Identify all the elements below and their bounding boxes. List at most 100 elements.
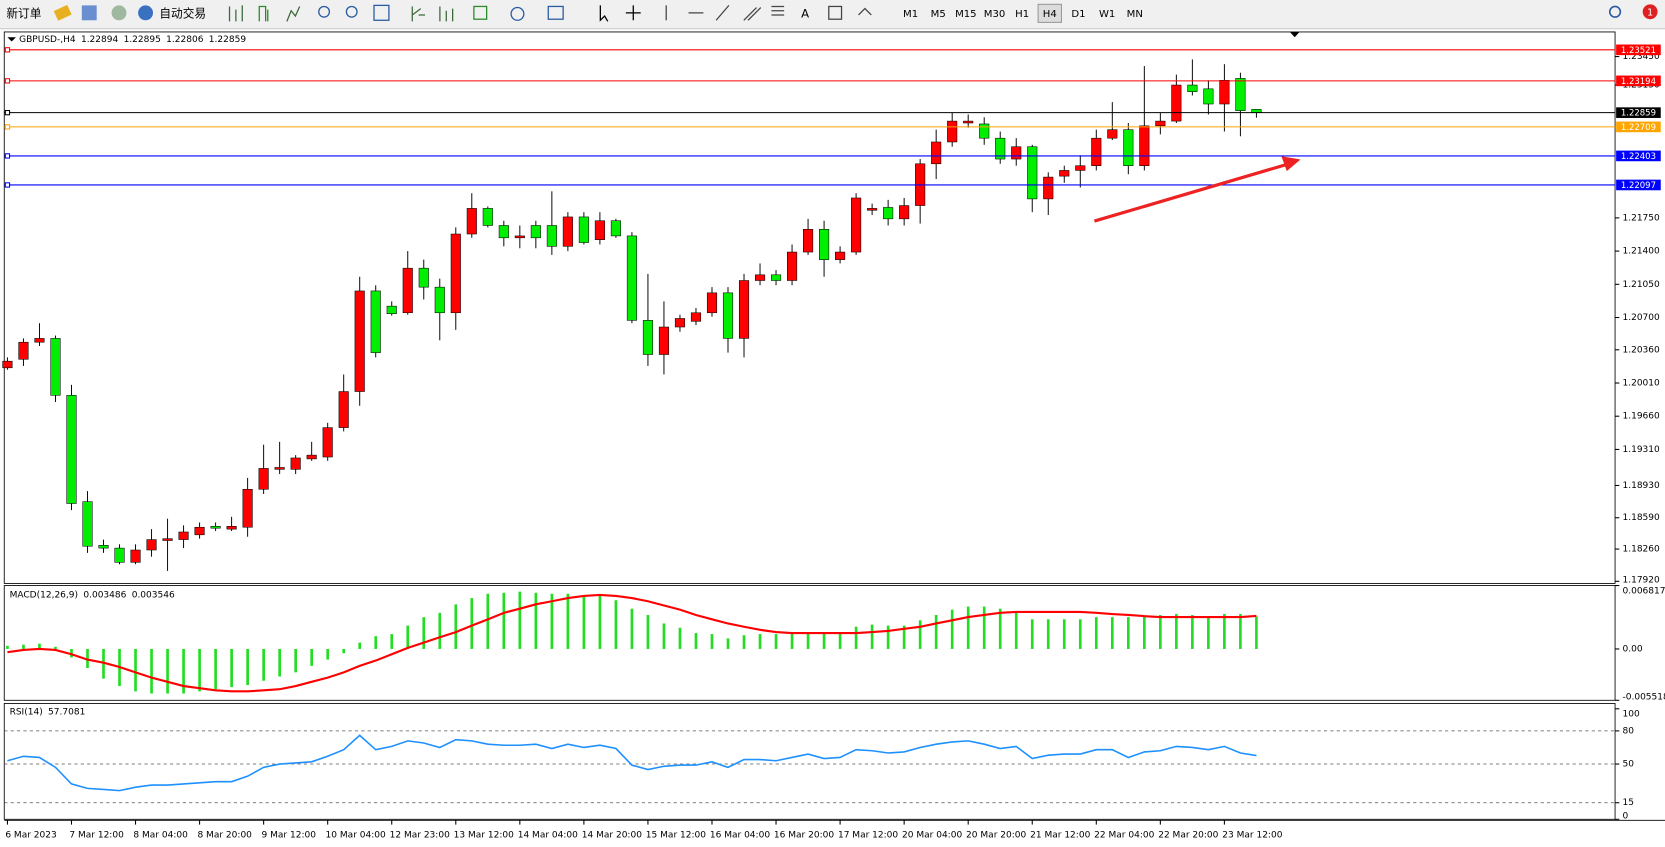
icon[interactable] — [411, 6, 426, 22]
macd-bar — [134, 648, 137, 692]
chart-tools[interactable] — [228, 4, 872, 22]
icon[interactable] — [858, 7, 872, 16]
candle-body — [738, 280, 750, 339]
candle-body — [1011, 146, 1022, 160]
chart-header: RSI(14) — [10, 707, 43, 717]
icon[interactable] — [345, 5, 358, 18]
x-tick-label: 14 Mar 04:00 — [518, 831, 578, 841]
level-label-bg — [1616, 75, 1661, 87]
candle-body — [1059, 170, 1070, 177]
timeframe-button[interactable]: W1 — [1099, 9, 1115, 20]
candle-body — [290, 457, 301, 470]
icon[interactable] — [228, 5, 243, 22]
macd-panel — [3, 585, 1616, 701]
timeframe-button[interactable]: M5 — [931, 9, 946, 20]
active-timeframe — [1037, 3, 1063, 23]
macd-bar — [454, 604, 458, 649]
icon[interactable] — [258, 5, 269, 22]
auto-trading-button[interactable]: 自动交易 — [159, 6, 206, 20]
candle-body — [706, 292, 718, 314]
x-tick-label: 8 Mar 20:00 — [197, 831, 252, 841]
macd-bar — [198, 648, 201, 692]
icon[interactable] — [439, 6, 454, 22]
icon[interactable] — [138, 5, 154, 21]
y-tick-label: 1.21400 — [1622, 247, 1660, 257]
x-tick-label: 23 Mar 12:00 — [1222, 831, 1282, 841]
macd-bar — [790, 633, 794, 649]
icon[interactable] — [373, 4, 390, 21]
cursor-icon[interactable] — [599, 5, 609, 22]
y-tick-label: 1.18930 — [1622, 481, 1660, 491]
macd-bar — [774, 634, 778, 649]
chart-header: 1.22806 — [166, 35, 204, 45]
candle-body — [642, 320, 653, 355]
panel-menu-marker — [7, 37, 16, 42]
timeframe-button[interactable]: MN — [1127, 9, 1143, 20]
x-tick-label: 16 Mar 04:00 — [710, 831, 770, 841]
search-icon[interactable] — [1608, 5, 1622, 18]
line-tools[interactable] — [665, 4, 730, 21]
timeframe-button[interactable]: H1 — [1015, 9, 1029, 20]
crosshair-icon[interactable] — [625, 5, 641, 21]
new-order-button[interactable]: 新订单 — [6, 6, 41, 20]
level-label-bg — [1616, 107, 1661, 118]
chart-header: 0.003486 — [83, 591, 126, 601]
icon[interactable] — [510, 6, 525, 21]
candle-body — [1155, 120, 1166, 127]
candle-body — [1171, 84, 1182, 122]
timeframe-button[interactable]: D1 — [1071, 9, 1085, 20]
macd-bar — [1046, 619, 1050, 649]
level-label: 1.23194 — [1621, 77, 1656, 87]
shift-marker — [1289, 31, 1300, 38]
icon[interactable] — [53, 4, 72, 21]
y-tick-label: 1.20360 — [1622, 345, 1660, 355]
candle-body — [1203, 88, 1214, 105]
macd-bar — [102, 648, 105, 679]
icon[interactable] — [547, 5, 564, 20]
macd-bar — [422, 617, 426, 649]
candle-body — [995, 137, 1006, 160]
macd-bar — [614, 600, 618, 649]
candle-body — [1123, 129, 1134, 166]
timeframe-button[interactable]: H4 — [1043, 9, 1057, 20]
candle-body — [1219, 80, 1230, 105]
timeframe-button[interactable]: M30 — [984, 9, 1006, 20]
icon[interactable] — [473, 5, 488, 20]
candle-body — [450, 233, 461, 314]
chart-header: GBPUSD-,H4 — [19, 35, 76, 45]
candle-body — [130, 549, 141, 563]
icon[interactable] — [286, 6, 301, 22]
notification-badge[interactable] — [1642, 4, 1658, 20]
macd-bar — [406, 625, 410, 649]
icon[interactable] — [318, 5, 331, 18]
text-tool[interactable]: A — [801, 6, 809, 20]
level-label: 1.22859 — [1621, 109, 1656, 119]
candle-body — [66, 395, 77, 504]
candle-body — [418, 267, 429, 288]
level-label-bg — [1616, 121, 1661, 133]
candle-body — [274, 467, 285, 470]
timeframe-button[interactable]: M15 — [955, 9, 977, 20]
macd-bar — [806, 632, 810, 649]
macd-bar — [278, 648, 281, 677]
timeframe-button[interactable]: M1 — [903, 9, 918, 20]
macd-bar — [86, 648, 89, 669]
macd-bar — [662, 623, 666, 649]
level-label-bg — [1616, 179, 1661, 191]
macd-bar — [54, 646, 57, 649]
candle-body — [1027, 146, 1038, 200]
drawing-tools[interactable] — [743, 5, 785, 21]
main-panel — [3, 31, 1616, 584]
icon[interactable] — [111, 5, 127, 21]
macd-bar — [982, 606, 986, 649]
candle-body — [530, 225, 541, 239]
icon[interactable] — [828, 5, 843, 20]
x-tick-label: 22 Mar 04:00 — [1094, 831, 1154, 841]
y-tick-label: -0.005518 — [1622, 693, 1665, 703]
icon[interactable] — [81, 5, 97, 21]
macd-bar — [262, 648, 265, 681]
candle-body — [963, 120, 974, 124]
candle-body — [610, 220, 621, 237]
macd-bar — [1078, 619, 1082, 649]
candle-body — [354, 290, 365, 392]
